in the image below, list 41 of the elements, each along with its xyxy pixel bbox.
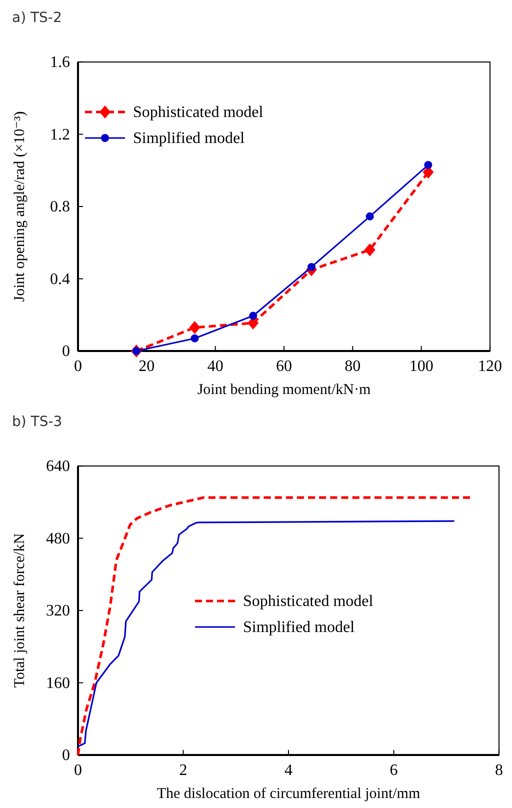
x-axis-title: The dislocation of circumferential joint/mm: [156, 786, 420, 802]
x-tick-label: 2: [179, 762, 188, 779]
x-axis-title: Joint bending moment/kN·m: [197, 382, 371, 398]
y-tick-label: 480: [46, 530, 70, 548]
point: [190, 334, 199, 342]
y-tick-label: 160: [46, 674, 70, 692]
x-tick-label: 6: [390, 762, 398, 779]
y-tick-label: 1.6: [50, 54, 70, 71]
point: [249, 312, 258, 320]
point: [307, 263, 316, 272]
y-tick-label: 640: [46, 458, 70, 475]
line-series: [76, 496, 472, 756]
y-tick-label: 0: [62, 343, 70, 360]
y-tick-label: 320: [46, 602, 70, 620]
y-axis-title: Total joint shear force/kN: [12, 533, 28, 688]
y-tick-label: 0: [62, 747, 70, 764]
point: [189, 321, 200, 334]
x-tick-label: 8: [495, 762, 503, 779]
y-tick-label: 0.8: [50, 198, 70, 216]
x-tick-label: 60: [276, 358, 292, 375]
y-axis-title: Joint opening angle/rad (×10⁻³): [12, 111, 28, 302]
x-tick-label: 100: [409, 358, 434, 375]
x-tick-label: 40: [207, 358, 224, 375]
legend-label: Simplified model: [243, 619, 356, 636]
line-series: [77, 520, 456, 748]
x-tick-label: 4: [284, 762, 292, 779]
legend-label: Sophisticated model: [133, 104, 264, 121]
point: [366, 212, 374, 220]
legend-label: Sophisticated model: [243, 593, 374, 610]
x-tick-label: 0: [74, 358, 82, 375]
chart-title: b) TS-3: [12, 414, 62, 430]
point: [364, 243, 376, 256]
x-tick-label: 20: [138, 358, 155, 375]
x-tick-label: 120: [478, 358, 502, 375]
x-tick-label: 0: [74, 762, 82, 779]
legend-label: Simplified model: [133, 130, 246, 147]
y-tick-label: 0.4: [50, 270, 70, 288]
y-tick-label: 1.2: [50, 126, 70, 144]
x-tick-label: 80: [344, 358, 361, 375]
chart-title: a) TS-2: [12, 10, 62, 26]
point: [424, 160, 432, 169]
